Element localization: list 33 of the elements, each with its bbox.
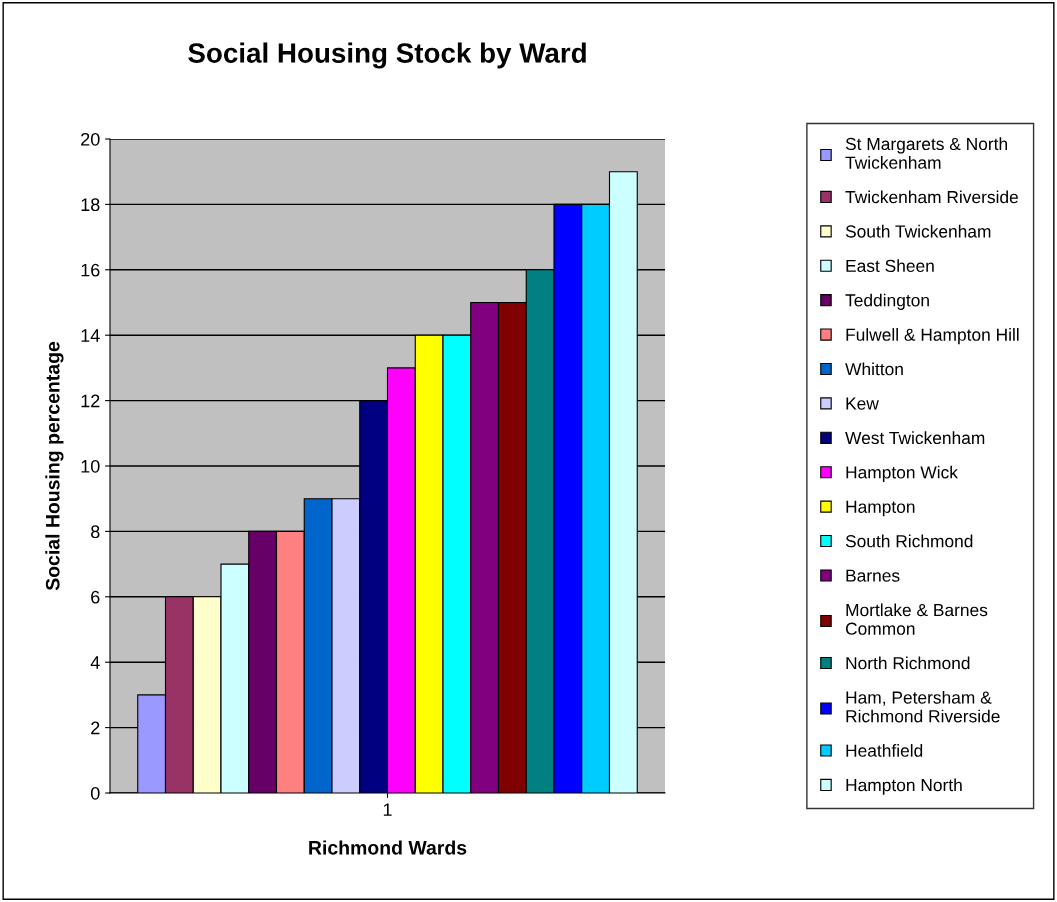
legend-label: South Twickenham <box>845 224 991 238</box>
legend-label: North Richmond <box>846 656 970 670</box>
y-tick-label: 12 <box>81 394 100 408</box>
x-axis-title: Richmond Wards <box>309 840 467 855</box>
y-tick-label: 20 <box>81 132 100 146</box>
legend-label: Hampton Wick <box>846 465 958 482</box>
y-tick-label: 10 <box>81 459 100 473</box>
legend-label: East Sheen <box>846 259 934 273</box>
legend-label: Heathfield <box>846 744 923 757</box>
y-axis-title: Social Housing percentage <box>45 341 64 591</box>
y-tick-label: 8 <box>91 525 100 539</box>
legend-label: Teddington <box>845 293 929 310</box>
y-tick-label: 2 <box>91 721 100 735</box>
legend-label: Barnes <box>846 569 900 582</box>
y-tick-label: 0 <box>90 786 100 800</box>
legend-label: St Margarets & North Twickenham <box>845 137 1008 169</box>
legend-label: West Twickenham <box>845 431 985 445</box>
legend-label: Hampton <box>846 500 915 517</box>
legend-label: South Richmond <box>845 534 973 548</box>
y-tick-label: 4 <box>90 656 100 669</box>
legend-label: Kew <box>846 397 879 410</box>
legend-label: Twickenham Riverside <box>845 190 1018 204</box>
legend-label: Whitton <box>845 362 903 376</box>
chart-title: Social Housing Stock by Ward <box>188 42 586 69</box>
y-tick-label: 16 <box>81 263 100 277</box>
y-tick-label: 14 <box>81 329 100 342</box>
y-tick-label: 18 <box>81 198 100 212</box>
legend-label: Ham, Petersham & Richmond Riverside <box>846 690 1000 723</box>
legend-label: Mortlake & Barnes Common <box>845 603 988 635</box>
x-tick-label: 1 <box>383 803 392 816</box>
legend-label: Fulwell & Hampton Hill <box>846 328 1019 345</box>
legend-label: Hampton North <box>846 778 962 795</box>
y-tick-label: 6 <box>91 590 100 604</box>
